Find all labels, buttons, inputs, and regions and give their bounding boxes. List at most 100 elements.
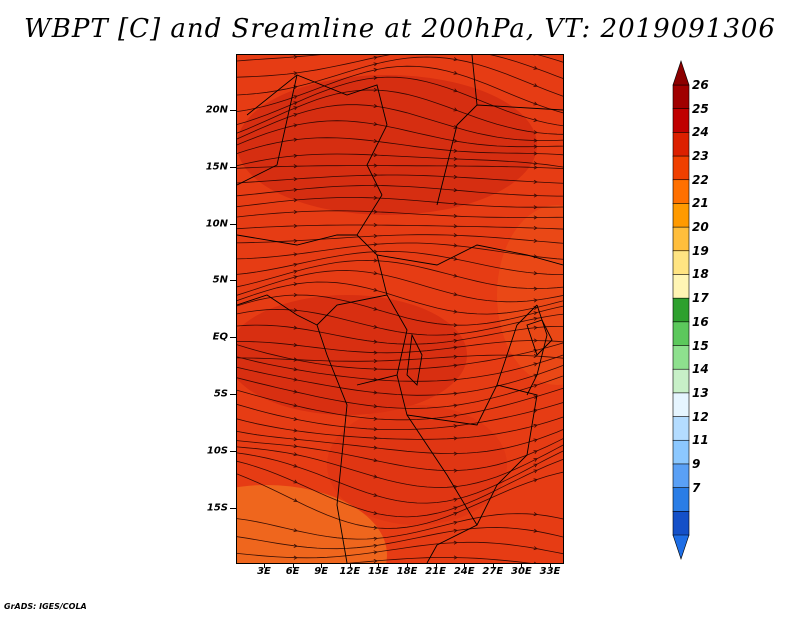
streamline-arrow bbox=[293, 342, 298, 347]
lat-tick bbox=[230, 394, 236, 395]
streamline bbox=[237, 459, 563, 518]
streamline-arrow bbox=[453, 138, 458, 143]
streamline bbox=[237, 242, 563, 260]
lon-tick-label: 15E bbox=[368, 566, 389, 577]
streamline bbox=[237, 55, 563, 79]
streamline-arrow bbox=[293, 543, 298, 548]
streamline-arrow bbox=[373, 121, 378, 126]
streamline-arrow bbox=[533, 362, 538, 367]
streamline bbox=[237, 197, 563, 208]
border-line bbox=[237, 74, 298, 186]
streamline-arrow bbox=[293, 177, 298, 182]
streamline-arrow bbox=[453, 424, 458, 429]
streamline-arrow bbox=[293, 187, 298, 192]
lon-tick bbox=[550, 563, 551, 568]
streamline-arrow bbox=[533, 144, 538, 149]
streamline-arrow bbox=[533, 528, 538, 533]
lon-tick-label: 27E bbox=[482, 566, 504, 577]
streamline-arrow bbox=[453, 354, 458, 359]
streamline-arrow bbox=[373, 306, 378, 311]
streamline-arrow bbox=[373, 427, 378, 432]
lon-tick bbox=[292, 563, 294, 568]
streamline-arrow bbox=[373, 350, 378, 355]
streamline-arrow bbox=[373, 163, 378, 168]
streamline-arrow bbox=[293, 223, 298, 228]
lon-tick-label: 30E bbox=[511, 566, 532, 577]
streamline bbox=[237, 402, 563, 431]
border-line bbox=[426, 384, 538, 563]
colorbar-label: 16 bbox=[692, 314, 709, 329]
streamline bbox=[237, 324, 563, 345]
colorbar-label: 22 bbox=[692, 172, 709, 187]
streamline-arrow bbox=[533, 215, 538, 220]
streamline-arrow bbox=[533, 512, 538, 517]
streamline-arrow bbox=[293, 209, 298, 215]
colorbar-label: 9 bbox=[692, 456, 701, 471]
streamline-arrow bbox=[533, 130, 538, 135]
colorbar-swatch bbox=[672, 274, 690, 299]
lon-tick bbox=[464, 563, 466, 568]
streamline-arrow bbox=[533, 338, 538, 343]
colorbar-label: 18 bbox=[692, 267, 709, 282]
streamline-arrow bbox=[373, 62, 378, 67]
streamline-arrow bbox=[293, 71, 298, 76]
streamline-arrow bbox=[293, 403, 298, 408]
streamline-arrow bbox=[453, 107, 458, 112]
streamline-arrow bbox=[533, 138, 538, 143]
colorbar-swatch bbox=[672, 203, 690, 228]
streamline-arrow bbox=[373, 359, 378, 364]
lat-tick-label: 15N bbox=[205, 161, 228, 173]
coastline bbox=[237, 294, 318, 326]
streamline-arrow bbox=[453, 148, 458, 153]
border-line bbox=[356, 294, 408, 386]
streamline-arrow bbox=[293, 528, 298, 533]
streamline-arrow bbox=[373, 258, 378, 263]
country-borders bbox=[237, 55, 563, 563]
colorbar-swatch bbox=[672, 297, 690, 323]
lat-tick-label: EQ bbox=[212, 331, 228, 343]
streamline-arrow bbox=[533, 179, 538, 184]
streamline-arrow bbox=[533, 469, 538, 474]
streamline-arrow bbox=[373, 559, 378, 563]
streamline-arrow bbox=[453, 233, 458, 238]
streamline-arrow bbox=[453, 436, 458, 441]
colorbar-label: 20 bbox=[692, 220, 709, 235]
colorbar-label: 19 bbox=[692, 243, 709, 258]
streamline bbox=[237, 471, 563, 529]
colorbar-label: 26 bbox=[692, 78, 709, 92]
streamline-arrow bbox=[453, 125, 458, 129]
colorbar bbox=[672, 60, 690, 560]
streamline-arrow bbox=[533, 423, 538, 428]
streamline-arrow bbox=[293, 498, 298, 502]
streamline-arrow bbox=[533, 238, 538, 243]
streamline-arrow bbox=[453, 555, 458, 560]
streamline-arrow bbox=[533, 316, 538, 321]
streamline-arrow bbox=[373, 152, 378, 157]
streamline bbox=[237, 354, 563, 362]
streamline-arrow bbox=[373, 287, 378, 292]
streamline bbox=[237, 55, 563, 63]
streamline-arrow bbox=[293, 269, 298, 274]
streamline-arrow bbox=[373, 67, 378, 73]
wbpt-field-map bbox=[237, 55, 563, 563]
streamline bbox=[237, 185, 563, 197]
lon-tick-label: 9E bbox=[314, 566, 329, 577]
colorbar-swatch bbox=[672, 155, 690, 181]
streamline-arrow bbox=[453, 201, 458, 206]
colorbar-swatch bbox=[672, 416, 690, 441]
streamline-arrow bbox=[453, 163, 458, 169]
streamline-arrow bbox=[533, 101, 538, 106]
lon-tick-label: 12E bbox=[339, 566, 361, 577]
streamline-arrow bbox=[293, 416, 298, 421]
streamline-arrow bbox=[373, 525, 378, 530]
streamline bbox=[237, 250, 563, 276]
streamline-arrow bbox=[293, 357, 298, 362]
lat-tick bbox=[230, 450, 236, 452]
streamline-arrow bbox=[373, 445, 378, 450]
streamline-arrow bbox=[293, 479, 298, 484]
streamline bbox=[237, 387, 563, 421]
streamline-arrow bbox=[453, 497, 458, 502]
streamline-arrow bbox=[373, 416, 378, 421]
streamline-arrow bbox=[533, 205, 538, 210]
streamline-arrow bbox=[453, 156, 458, 161]
